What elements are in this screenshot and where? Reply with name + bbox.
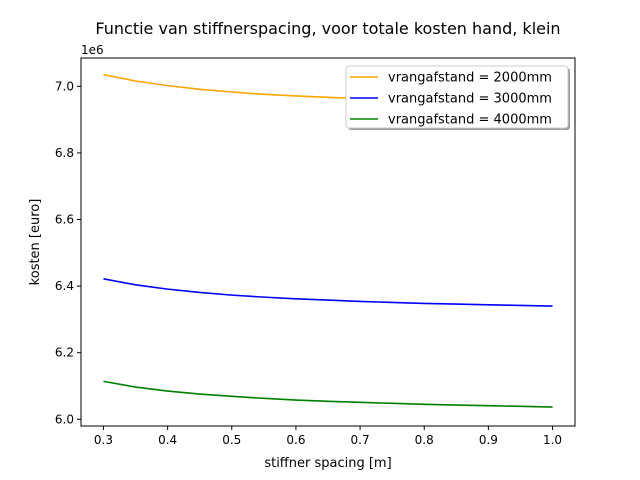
legend-label-0: vrangafstand = 2000mm xyxy=(388,71,552,86)
x-tick-label: 0.4 xyxy=(158,433,177,447)
x-axis-label: stiffner spacing [m] xyxy=(264,456,391,471)
legend: vrangafstand = 2000mm vrangafstand = 3000… xyxy=(345,65,570,130)
chart-title: Functie van stiffnerspacing, voor totale… xyxy=(95,19,560,38)
y-tick-label: 6.0 xyxy=(55,412,74,426)
x-axis: 0.3 0.4 0.5 0.6 0.7 0.8 0.9 1.0 xyxy=(94,426,562,447)
y-tick-label: 6.2 xyxy=(55,346,74,360)
x-tick-label: 1.0 xyxy=(543,433,562,447)
x-tick-label: 0.9 xyxy=(479,433,498,447)
x-tick-label: 0.6 xyxy=(286,433,305,447)
x-tick-label: 0.3 xyxy=(94,433,113,447)
legend-box xyxy=(345,65,569,129)
x-tick-label: 0.7 xyxy=(351,433,370,447)
y-tick-label: 6.4 xyxy=(55,279,74,293)
y-axis-label: kosten [euro] xyxy=(28,199,43,286)
x-tick-label: 0.5 xyxy=(222,433,241,447)
y-offset-label: 1e6 xyxy=(81,43,104,57)
series-line-1 xyxy=(103,278,553,307)
x-tick-label: 0.8 xyxy=(415,433,434,447)
y-axis: 6.0 6.2 6.4 6.6 6.8 7.0 xyxy=(55,79,81,426)
legend-label-2: vrangafstand = 4000mm xyxy=(388,113,552,128)
y-tick-label: 7.0 xyxy=(55,79,74,93)
legend-label-1: vrangafstand = 3000mm xyxy=(388,92,552,107)
series-line-2 xyxy=(103,380,553,408)
y-tick-label: 6.6 xyxy=(55,213,74,227)
axes-frame xyxy=(80,57,576,427)
y-tick-label: 6.8 xyxy=(55,146,74,160)
